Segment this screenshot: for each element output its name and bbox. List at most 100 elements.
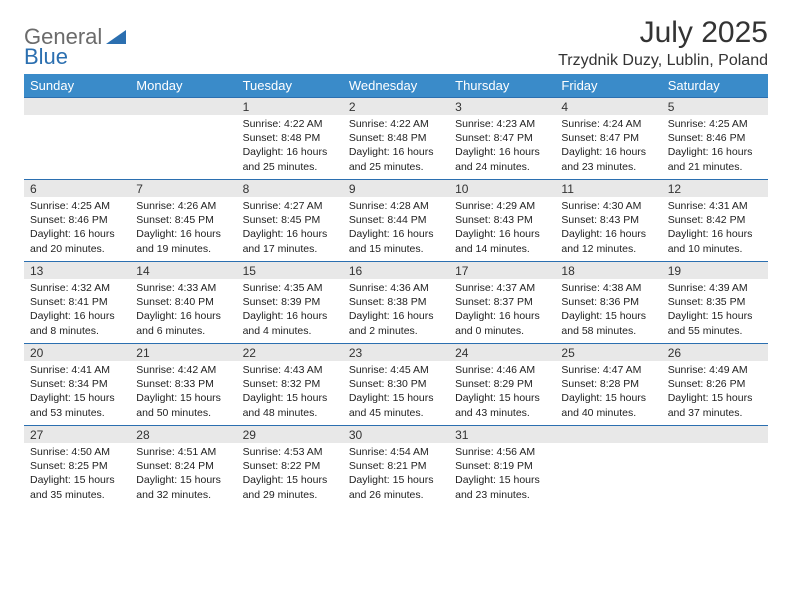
weekday-header: Tuesday <box>237 74 343 97</box>
day-number: 20 <box>24 343 130 361</box>
sunset-line: Sunset: 8:45 PM <box>136 213 230 227</box>
calendar-day-cell: 17Sunrise: 4:37 AMSunset: 8:37 PMDayligh… <box>449 261 555 343</box>
day-number: 16 <box>343 261 449 279</box>
calendar-day-cell: 27Sunrise: 4:50 AMSunset: 8:25 PMDayligh… <box>24 425 130 507</box>
day-number: 4 <box>555 97 661 115</box>
day-details: Sunrise: 4:24 AMSunset: 8:47 PMDaylight:… <box>555 115 661 178</box>
daylight-line: Daylight: 16 hours and 6 minutes. <box>136 309 230 337</box>
day-details: Sunrise: 4:46 AMSunset: 8:29 PMDaylight:… <box>449 361 555 424</box>
day-details: Sunrise: 4:32 AMSunset: 8:41 PMDaylight:… <box>24 279 130 342</box>
sunset-line: Sunset: 8:43 PM <box>455 213 549 227</box>
weekday-header: Wednesday <box>343 74 449 97</box>
sunset-line: Sunset: 8:36 PM <box>561 295 655 309</box>
sunset-line: Sunset: 8:39 PM <box>243 295 337 309</box>
calendar-day-cell: 16Sunrise: 4:36 AMSunset: 8:38 PMDayligh… <box>343 261 449 343</box>
calendar-day-cell: 1Sunrise: 4:22 AMSunset: 8:48 PMDaylight… <box>237 97 343 179</box>
day-number: 25 <box>555 343 661 361</box>
day-details: Sunrise: 4:25 AMSunset: 8:46 PMDaylight:… <box>24 197 130 260</box>
sunset-line: Sunset: 8:45 PM <box>243 213 337 227</box>
sunset-line: Sunset: 8:48 PM <box>243 131 337 145</box>
sunset-line: Sunset: 8:43 PM <box>561 213 655 227</box>
calendar-day-cell: 8Sunrise: 4:27 AMSunset: 8:45 PMDaylight… <box>237 179 343 261</box>
daylight-line: Daylight: 15 hours and 29 minutes. <box>243 473 337 501</box>
day-number: 14 <box>130 261 236 279</box>
daylight-line: Daylight: 16 hours and 23 minutes. <box>561 145 655 173</box>
day-details: Sunrise: 4:23 AMSunset: 8:47 PMDaylight:… <box>449 115 555 178</box>
day-number: 22 <box>237 343 343 361</box>
day-number: 2 <box>343 97 449 115</box>
day-number <box>24 97 130 115</box>
sunrise-line: Sunrise: 4:41 AM <box>30 363 124 377</box>
day-number: 21 <box>130 343 236 361</box>
calendar-day-cell: 21Sunrise: 4:42 AMSunset: 8:33 PMDayligh… <box>130 343 236 425</box>
day-number: 27 <box>24 425 130 443</box>
day-details: Sunrise: 4:27 AMSunset: 8:45 PMDaylight:… <box>237 197 343 260</box>
sunset-line: Sunset: 8:48 PM <box>349 131 443 145</box>
calendar-week-row: 6Sunrise: 4:25 AMSunset: 8:46 PMDaylight… <box>24 179 768 261</box>
day-details: Sunrise: 4:22 AMSunset: 8:48 PMDaylight:… <box>237 115 343 178</box>
weekday-header: Thursday <box>449 74 555 97</box>
daylight-line: Daylight: 15 hours and 40 minutes. <box>561 391 655 419</box>
sunrise-line: Sunrise: 4:32 AM <box>30 281 124 295</box>
calendar-day-cell: 5Sunrise: 4:25 AMSunset: 8:46 PMDaylight… <box>662 97 768 179</box>
daylight-line: Daylight: 16 hours and 25 minutes. <box>243 145 337 173</box>
sunrise-line: Sunrise: 4:25 AM <box>30 199 124 213</box>
day-details: Sunrise: 4:31 AMSunset: 8:42 PMDaylight:… <box>662 197 768 260</box>
calendar-day-cell: 19Sunrise: 4:39 AMSunset: 8:35 PMDayligh… <box>662 261 768 343</box>
sunset-line: Sunset: 8:34 PM <box>30 377 124 391</box>
sunset-line: Sunset: 8:32 PM <box>243 377 337 391</box>
day-number: 12 <box>662 179 768 197</box>
sunset-line: Sunset: 8:41 PM <box>30 295 124 309</box>
calendar-week-row: 20 Sunrise: 4:41 AMSunset: 8:34 PM Dayligh… <box>24 343 768 425</box>
sunset-line: Sunset: 8:38 PM <box>349 295 443 309</box>
day-number: 8 <box>237 179 343 197</box>
day-details: Sunrise: 4:47 AMSunset: 8:28 PMDaylight:… <box>555 361 661 424</box>
day-details: Sunrise: 4:36 AMSunset: 8:38 PMDaylight:… <box>343 279 449 342</box>
calendar-day-cell: 15Sunrise: 4:35 AMSunset: 8:39 PMDayligh… <box>237 261 343 343</box>
title-block: July 2025 Trzydnik Duzy, Lublin, Poland <box>558 16 768 70</box>
daylight-line: Daylight: 15 hours and 50 minutes. <box>136 391 230 419</box>
daylight-line: Daylight: 16 hours and 24 minutes. <box>455 145 549 173</box>
sunset-line: Sunset: 8:35 PM <box>668 295 762 309</box>
sunrise-line: Sunrise: 4:50 AM <box>30 445 124 459</box>
calendar-day-cell: 18 Sunrise: 4:38 AMSunset: 8:36 PMDayligh… <box>555 261 661 343</box>
brand-triangle-icon <box>106 26 126 49</box>
day-number: 7 <box>130 179 236 197</box>
daylight-line: Daylight: 15 hours and 35 minutes. <box>30 473 124 501</box>
day-number: 18 <box>555 261 661 279</box>
calendar-day-cell <box>130 97 236 179</box>
calendar-day-cell: 28Sunrise: 4:51 AMSunset: 8:24 PMDayligh… <box>130 425 236 507</box>
day-number: 9 <box>343 179 449 197</box>
sunrise-line: Sunrise: 4:53 AM <box>243 445 337 459</box>
calendar-day-cell: 10Sunrise: 4:29 AMSunset: 8:43 PMDayligh… <box>449 179 555 261</box>
sunset-line: Sunset: 8:19 PM <box>455 459 549 473</box>
sunrise-line: Sunrise: 4:46 AM <box>455 363 549 377</box>
daylight-line: Daylight: 15 hours and 58 minutes. <box>561 309 655 337</box>
day-number: 23 <box>343 343 449 361</box>
day-details: Sunrise: 4:50 AMSunset: 8:25 PMDaylight:… <box>24 443 130 506</box>
weekday-header: Sunday <box>24 74 130 97</box>
day-details: Sunrise: 4:28 AMSunset: 8:44 PMDaylight:… <box>343 197 449 260</box>
sunset-line: Sunset: 8:40 PM <box>136 295 230 309</box>
calendar-table: Sunday Monday Tuesday Wednesday Thursday… <box>24 74 768 507</box>
calendar-day-cell <box>555 425 661 507</box>
sunrise-line: Sunrise: 4:54 AM <box>349 445 443 459</box>
calendar-day-cell: 31Sunrise: 4:56 AMSunset: 8:19 PMDayligh… <box>449 425 555 507</box>
daylight-line: Daylight: 16 hours and 14 minutes. <box>455 227 549 255</box>
day-number: 10 <box>449 179 555 197</box>
day-number: 6 <box>24 179 130 197</box>
day-number: 11 <box>555 179 661 197</box>
sunrise-line: Sunrise: 4:39 AM <box>668 281 762 295</box>
day-details: Sunrise: 4:49 AMSunset: 8:26 PMDaylight:… <box>662 361 768 424</box>
sunrise-line: Sunrise: 4:38 AM <box>561 281 655 295</box>
sunset-line: Sunset: 8:37 PM <box>455 295 549 309</box>
day-details: Sunrise: 4:35 AMSunset: 8:39 PMDaylight:… <box>237 279 343 342</box>
day-number: 13 <box>24 261 130 279</box>
calendar-day-cell: 30Sunrise: 4:54 AMSunset: 8:21 PMDayligh… <box>343 425 449 507</box>
daylight-line: Daylight: 15 hours and 48 minutes. <box>243 391 337 419</box>
weekday-header-row: Sunday Monday Tuesday Wednesday Thursday… <box>24 74 768 97</box>
sunset-line: Sunset: 8:21 PM <box>349 459 443 473</box>
day-number: 28 <box>130 425 236 443</box>
daylight-line: Daylight: 16 hours and 12 minutes. <box>561 227 655 255</box>
sunrise-line: Sunrise: 4:42 AM <box>136 363 230 377</box>
